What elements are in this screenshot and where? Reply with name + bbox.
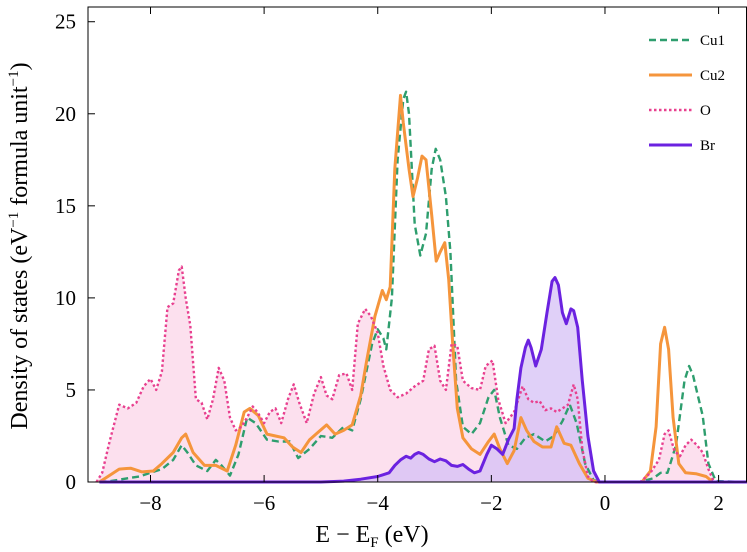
- series-lines: [95, 90, 747, 484]
- x-tick-label: −6: [253, 491, 275, 515]
- y-tick-label: 10: [55, 286, 76, 310]
- legend-label-cu1: Cu1: [700, 33, 725, 49]
- x-tick-label: −2: [480, 491, 502, 515]
- legend-label-br: Br: [700, 138, 715, 154]
- x-tick-label: 0: [600, 491, 611, 515]
- y-tick-label: 5: [66, 378, 77, 402]
- y-tick-label: 15: [55, 194, 76, 218]
- legend-label-o: O: [700, 103, 711, 119]
- legend: Cu1 Cu2 O Br: [649, 33, 725, 154]
- x-axis-title: E − EF (eV): [315, 522, 428, 551]
- y-tick-label: 25: [55, 10, 76, 34]
- series-br-area: [99, 277, 747, 482]
- series-cu1-line: [99, 90, 747, 484]
- series-fills: [96, 266, 747, 482]
- series-o-line: [95, 265, 747, 484]
- x-tick-label: −4: [367, 491, 390, 515]
- y-tick-label: 20: [55, 102, 76, 126]
- series-o-area: [96, 266, 747, 482]
- x-tick-label: 2: [713, 491, 724, 515]
- y-tick-label: 0: [66, 470, 77, 494]
- x-tick-label: −8: [139, 491, 161, 515]
- series-br-line: [99, 276, 747, 484]
- y-axis-title: Density of states (eV−1 formula unit−1): [6, 62, 33, 429]
- legend-label-cu2: Cu2: [700, 68, 725, 84]
